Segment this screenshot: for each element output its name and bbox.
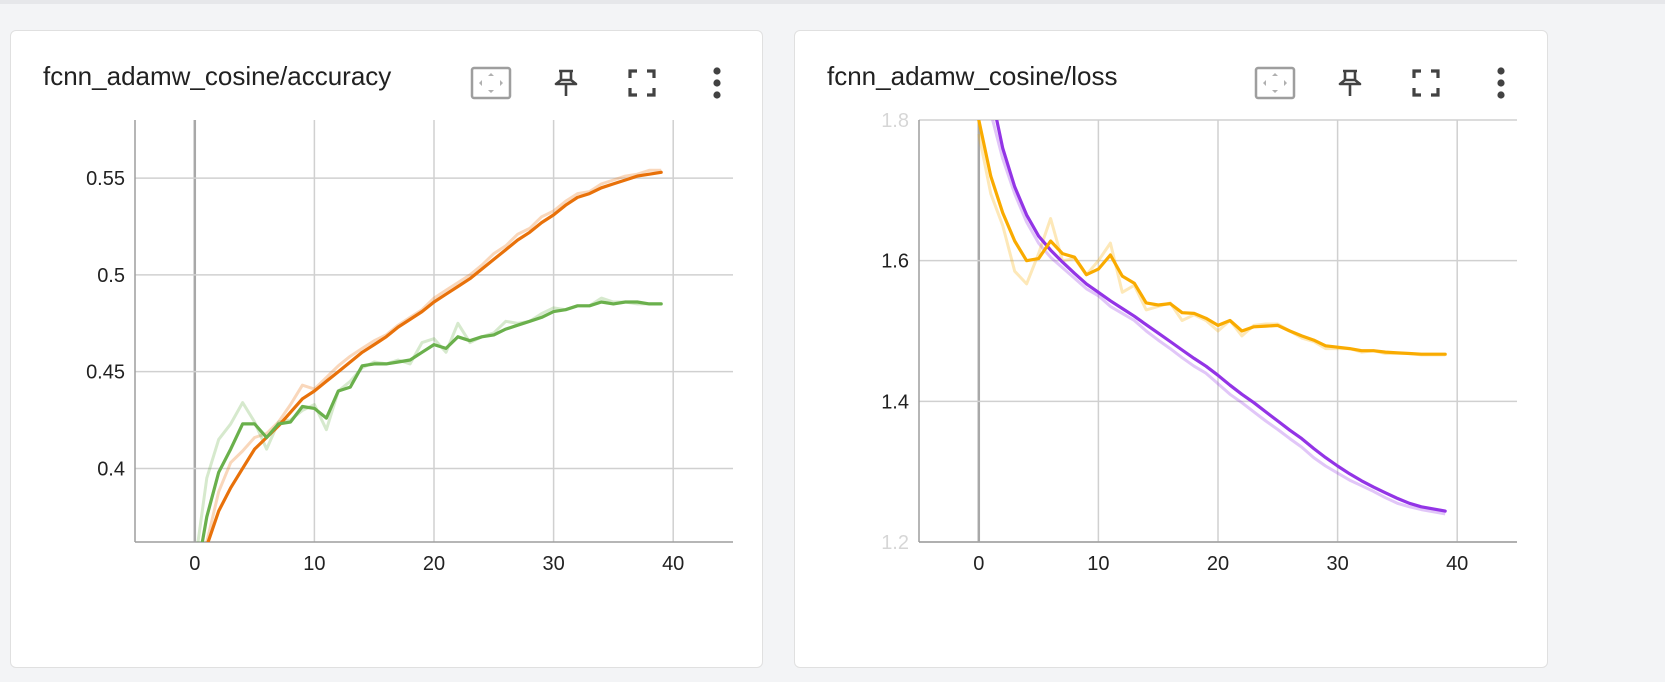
fullscreen-button[interactable] (1402, 59, 1450, 107)
fit-domain-button[interactable] (1251, 59, 1299, 107)
x-tick-label: 0 (189, 553, 200, 575)
top-divider (0, 0, 1665, 4)
x-tick-label: 40 (662, 553, 684, 575)
more-vert-icon (713, 67, 721, 99)
smoothed-series-line (995, 120, 1447, 513)
smoothed-series-line (206, 170, 663, 542)
x-tick-label: 10 (303, 553, 325, 575)
more-options-button[interactable] (1477, 59, 1525, 107)
pin-icon (554, 69, 578, 96)
x-tick-label: 20 (1207, 553, 1229, 575)
x-tick-label: 40 (1446, 553, 1468, 575)
chart-title: fcnn_adamw_cosine/loss (827, 61, 1118, 91)
loss-line-chart: 0 10 20 30 40 1.2 1.4 1.6 1.8 (881, 110, 1517, 575)
accuracy-line-chart: 0 10 20 30 40 0.4 0.45 0.5 0.55 (86, 120, 733, 575)
fullscreen-icon (1412, 69, 1440, 97)
more-options-button[interactable] (693, 59, 741, 107)
y-tick-label: 1.8 (881, 110, 909, 132)
fullscreen-icon (628, 69, 656, 97)
more-vert-icon (1497, 67, 1505, 99)
pin-icon (1338, 69, 1362, 96)
y-tick-label: 0.4 (97, 458, 125, 480)
y-tick-label: 0.5 (97, 265, 125, 287)
series-group (196, 168, 663, 542)
y-tick-label: 0.45 (86, 362, 125, 384)
smoothed-series-line (200, 300, 663, 542)
raw-series-line (991, 120, 1446, 516)
pin-button[interactable] (1326, 59, 1374, 107)
fullscreen-button[interactable] (618, 59, 666, 107)
raw-series-line (205, 168, 662, 542)
x-tick-label: 30 (542, 553, 564, 575)
accuracy-chart-card: fcnn_adamw_cosine/accuracy 0 10 20 30 40 0.4 0… (10, 30, 763, 668)
y-tick-label: 1.2 (881, 532, 909, 554)
x-tick-label: 30 (1326, 553, 1348, 575)
x-tick-label: 0 (973, 553, 984, 575)
pin-button[interactable] (542, 59, 590, 107)
y-tick-label: 1.6 (881, 251, 909, 273)
fit-domain-icon (470, 66, 512, 100)
loss-chart-card: fcnn_adamw_cosine/loss 0 10 20 30 40 1.2 1.4 1.… (794, 30, 1548, 668)
fit-domain-button[interactable] (467, 59, 515, 107)
y-tick-label: 1.4 (881, 391, 909, 413)
series-group (977, 120, 1447, 516)
y-tick-label: 0.55 (86, 168, 125, 190)
x-tick-label: 20 (423, 553, 445, 575)
x-tick-label: 10 (1087, 553, 1109, 575)
chart-title: fcnn_adamw_cosine/accuracy (43, 61, 392, 91)
fit-domain-icon (1254, 66, 1296, 100)
raw-series-line (196, 296, 662, 542)
smoothed-series-line (977, 120, 1447, 356)
